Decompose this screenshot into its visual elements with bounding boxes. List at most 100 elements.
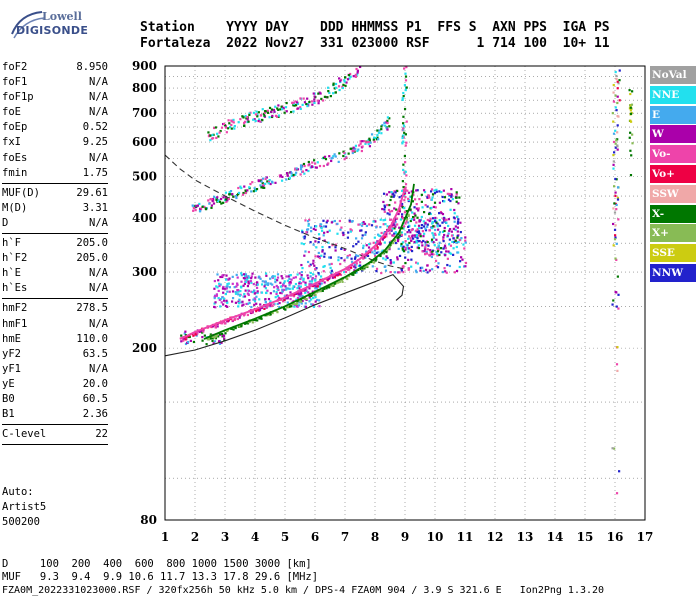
third-hop-echo	[313, 101, 316, 105]
x-trace-echo	[247, 321, 250, 324]
y-tick-label: 900	[132, 59, 157, 73]
spread-f-echo	[428, 212, 431, 216]
o-trace-echo	[406, 189, 409, 192]
spread-f-echo	[328, 246, 331, 249]
second-hop-echo	[326, 163, 329, 166]
spread-f-echo	[245, 302, 248, 306]
second-hop-echo	[301, 170, 305, 173]
third-hop-echo	[356, 71, 359, 74]
spread-f-echo	[464, 265, 467, 268]
spread-f-echo	[448, 243, 451, 246]
spread-f-echo	[307, 250, 311, 254]
spread-f-echo	[320, 226, 323, 230]
spread-f-echo	[240, 272, 243, 275]
second-hop-echo	[288, 177, 292, 180]
third-hop-echo	[326, 86, 330, 89]
third-hop-echo	[348, 77, 351, 80]
x-trace-echo	[368, 262, 371, 266]
interference-echo	[615, 109, 618, 112]
spread-f-echo	[303, 254, 306, 257]
spread-f-echo	[424, 248, 427, 251]
spread-f-echo	[441, 221, 444, 224]
spread-f-echo	[404, 248, 407, 251]
trace-layer	[164, 154, 415, 357]
spread-f-echo	[243, 292, 246, 296]
spread-f-echo	[231, 296, 235, 300]
artist-version: Artist5	[2, 501, 47, 513]
second-hop-echo	[316, 161, 319, 164]
spread-f-echo	[377, 251, 380, 254]
spread-f-echo	[429, 248, 432, 252]
third-hop-echo	[273, 110, 276, 113]
o-trace-echo	[316, 285, 319, 288]
legend-item-ssw: SSW	[650, 184, 696, 203]
spread-f-echo	[397, 271, 400, 274]
second-hop-echo	[228, 193, 231, 196]
third-hop-echo	[232, 118, 235, 122]
param-row: fxI 9.25	[2, 135, 108, 150]
interference-echo	[612, 299, 615, 302]
spread-f-echo	[374, 220, 377, 223]
o-trace-echo	[196, 332, 199, 335]
x-trace-echo	[310, 294, 313, 298]
spread-f-echo	[456, 230, 459, 233]
param-row: C-level 22	[2, 427, 108, 442]
x-trace-echo	[293, 303, 296, 306]
spread-f-echo	[326, 219, 329, 222]
third-hop-echo	[220, 126, 224, 129]
param-row: foF1p N/A	[2, 90, 108, 105]
spread-f-echo	[379, 218, 382, 221]
spread-f-echo	[383, 241, 386, 244]
low-echo	[205, 343, 208, 346]
second-hop-echo	[280, 179, 284, 182]
spread-f-echo	[260, 283, 264, 286]
third-hop-echo	[264, 110, 267, 113]
second-hop-echo	[288, 171, 292, 174]
third-hop-echo	[222, 122, 226, 126]
spread-f-echo	[379, 234, 382, 238]
spread-f-echo	[247, 275, 250, 278]
spread-f-echo	[433, 201, 437, 204]
spread-f-echo	[213, 302, 216, 305]
interference-echo	[616, 101, 619, 105]
spread-f-echo	[303, 237, 306, 240]
o-trace-echo	[313, 283, 316, 287]
spread-f-echo	[445, 250, 448, 253]
vertical-echo	[403, 67, 406, 70]
param-name: h`F	[2, 237, 21, 250]
spread-f-echo	[224, 278, 228, 281]
third-hop-echo	[270, 108, 274, 111]
interference-echo	[615, 208, 618, 211]
param-row: foEp 0.52	[2, 120, 108, 135]
second-hop-echo	[281, 175, 284, 179]
spread-f-echo	[428, 269, 431, 272]
third-hop-echo	[294, 104, 298, 107]
spread-f-echo	[310, 280, 314, 283]
spread-f-echo	[422, 269, 425, 273]
param-name: foEs	[2, 151, 28, 164]
electron-density-profile	[164, 273, 405, 357]
o-trace-echo	[192, 334, 195, 337]
interference-echo	[616, 346, 619, 349]
spread-f-echo	[228, 290, 231, 293]
second-hop-echo	[224, 191, 228, 194]
plot-frame	[164, 65, 646, 521]
vertical-echo	[401, 206, 404, 209]
o-trace-echo	[379, 243, 382, 246]
o-trace-echo	[199, 329, 203, 332]
spread-f-echo	[247, 289, 251, 292]
spread-f-echo	[303, 305, 306, 308]
low-echo	[217, 340, 221, 343]
spread-f-echo	[434, 259, 438, 262]
spread-f-echo	[269, 282, 272, 285]
second-hop-echo	[380, 125, 383, 128]
spread-f-echo	[285, 287, 288, 290]
second-hop-echo	[209, 197, 212, 201]
spread-f-echo	[386, 212, 389, 215]
spread-f-echo	[426, 218, 429, 222]
spread-f-echo	[260, 291, 264, 294]
spread-f-echo	[402, 194, 406, 197]
x-trace-echo	[258, 317, 261, 320]
spread-f-echo	[394, 225, 397, 228]
spread-f-echo	[454, 225, 457, 228]
